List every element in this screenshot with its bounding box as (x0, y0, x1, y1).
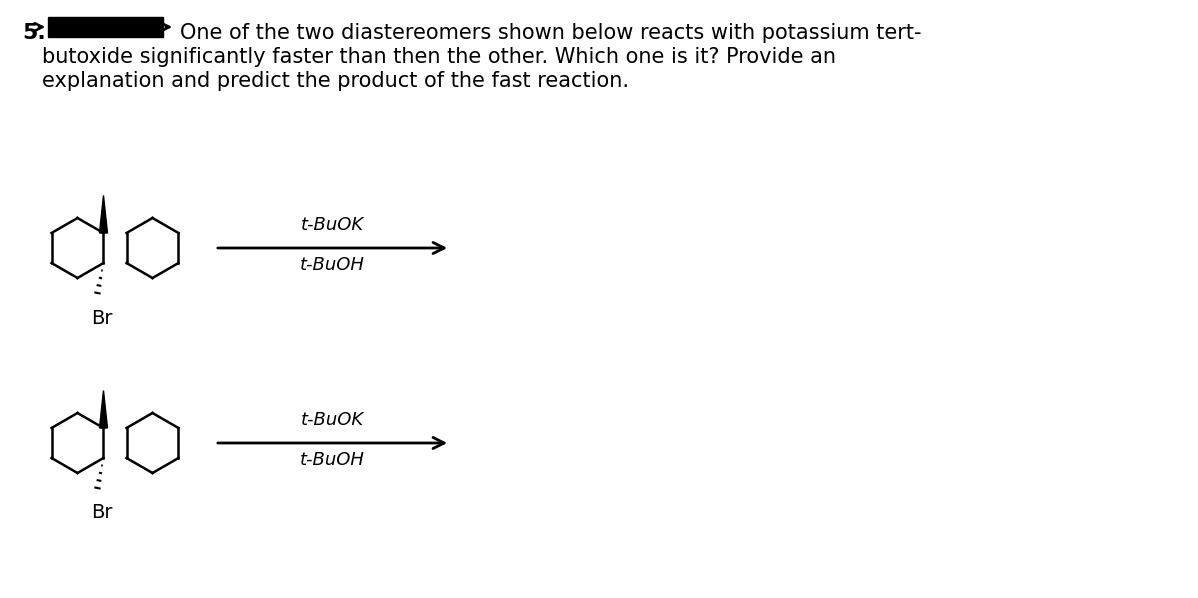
Bar (48, 17, 163, 37)
Text: 5.: 5. (22, 23, 46, 43)
Text: t-BuOK: t-BuOK (301, 411, 364, 429)
Text: t-BuOK: t-BuOK (301, 216, 364, 234)
Text: t-BuOH: t-BuOH (300, 451, 365, 469)
Polygon shape (99, 390, 108, 428)
Text: t-BuOH: t-BuOH (300, 256, 365, 274)
Text: One of the two diastereomers shown below reacts with potassium tert-: One of the two diastereomers shown below… (180, 23, 921, 43)
Text: Br: Br (91, 504, 113, 523)
Text: Br: Br (91, 309, 113, 328)
Text: butoxide significantly faster than then the other. Which one is it? Provide an: butoxide significantly faster than then … (42, 47, 836, 67)
Text: explanation and predict the product of the fast reaction.: explanation and predict the product of t… (42, 71, 629, 91)
Polygon shape (99, 196, 108, 233)
